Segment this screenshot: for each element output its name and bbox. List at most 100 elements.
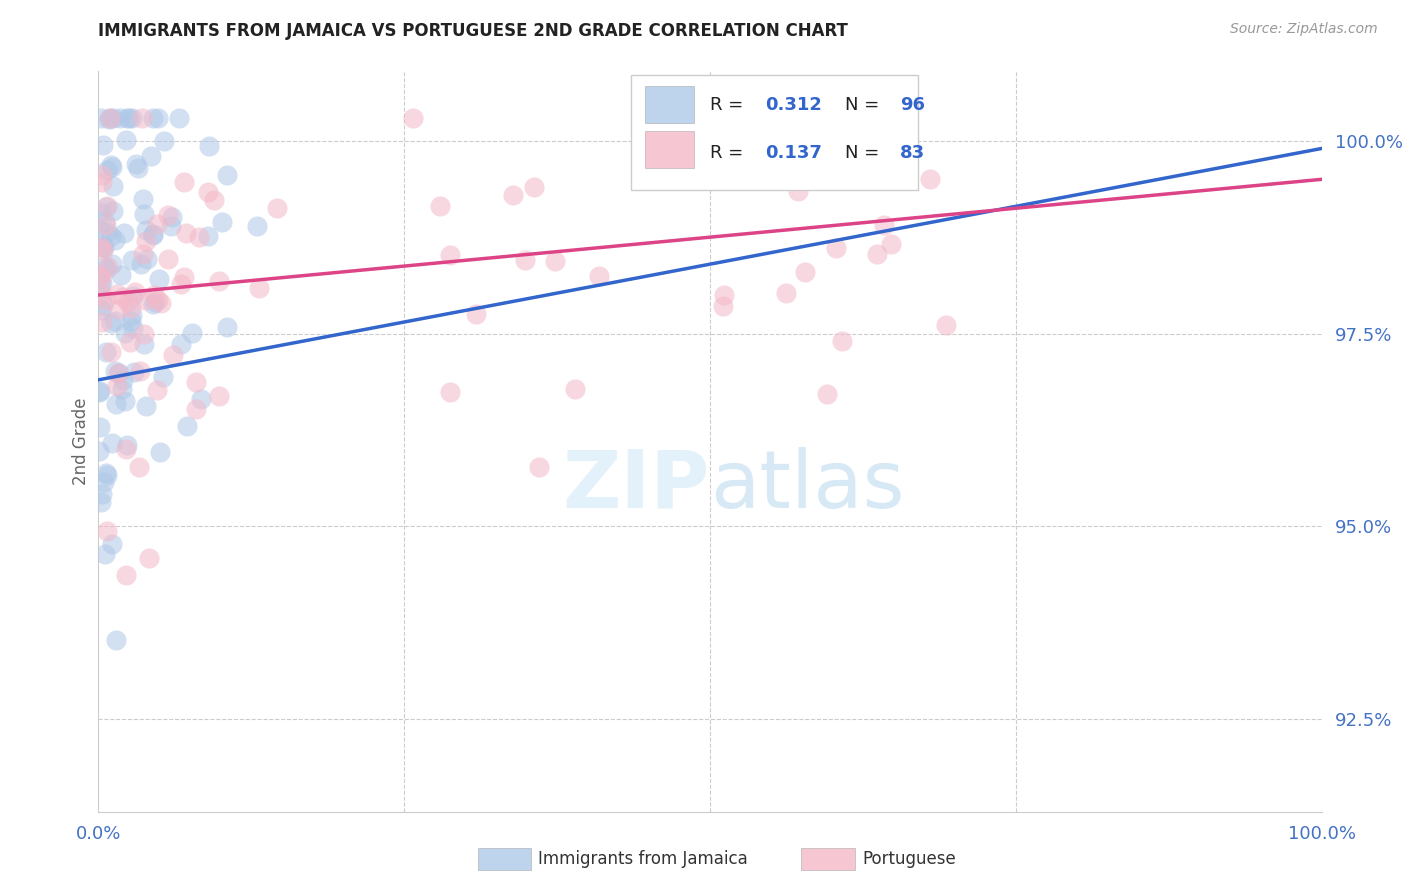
Point <box>91 315 114 329</box>
Point <box>105 397 128 411</box>
Point <box>149 445 172 459</box>
Point <box>90 288 112 302</box>
Point <box>211 215 233 229</box>
Point <box>91 243 114 257</box>
FancyBboxPatch shape <box>645 87 695 123</box>
Point <box>544 253 567 268</box>
Point <box>100 157 122 171</box>
Point <box>98 112 121 126</box>
Point <box>117 111 139 125</box>
Point <box>170 336 193 351</box>
Point <box>90 206 112 220</box>
Point <box>146 293 169 307</box>
Point <box>141 297 163 311</box>
Point <box>135 252 157 266</box>
Point <box>122 366 145 380</box>
Point <box>91 276 114 290</box>
Point <box>831 334 853 349</box>
Y-axis label: 2nd Grade: 2nd Grade <box>72 398 90 485</box>
Point <box>122 321 145 335</box>
Point <box>93 475 115 489</box>
Point <box>138 551 160 566</box>
Point <box>880 237 903 252</box>
Point <box>515 253 537 268</box>
Point <box>129 257 152 271</box>
Point <box>146 383 169 397</box>
Text: 96: 96 <box>900 95 925 113</box>
Text: Source: ZipAtlas.com: Source: ZipAtlas.com <box>1230 22 1378 37</box>
Point <box>143 288 166 302</box>
Point <box>564 382 586 396</box>
Point <box>132 192 155 206</box>
Point <box>107 366 129 380</box>
Point <box>100 229 122 244</box>
Point <box>117 294 139 309</box>
Point <box>128 460 150 475</box>
Point <box>104 314 127 328</box>
Point <box>120 314 142 328</box>
Point <box>127 161 149 176</box>
Point <box>160 210 183 224</box>
Point <box>190 392 212 406</box>
Point <box>98 111 121 125</box>
Point <box>523 180 546 194</box>
Point <box>107 379 129 393</box>
Point <box>94 215 117 229</box>
Point <box>131 247 153 261</box>
Point <box>918 172 941 186</box>
Point <box>215 169 238 183</box>
Point <box>96 524 118 539</box>
Point <box>588 268 610 283</box>
Point <box>711 299 734 313</box>
Point <box>429 199 451 213</box>
Point <box>120 301 142 316</box>
Text: R =: R = <box>710 144 749 161</box>
Point <box>101 204 124 219</box>
Point <box>94 466 117 480</box>
Point <box>114 133 136 147</box>
Point <box>90 495 112 509</box>
Point <box>873 218 896 232</box>
Point <box>91 175 114 189</box>
Point <box>90 272 112 286</box>
Point <box>132 336 155 351</box>
Point <box>529 459 551 474</box>
Point <box>208 274 231 288</box>
Point <box>121 289 143 303</box>
Point <box>90 240 112 254</box>
Point <box>187 230 209 244</box>
Point <box>176 419 198 434</box>
Point <box>170 277 193 292</box>
Point <box>935 318 957 332</box>
Point <box>96 226 118 240</box>
Point <box>93 259 115 273</box>
Point <box>118 111 141 125</box>
Point <box>104 633 127 648</box>
Point <box>100 344 122 359</box>
Point <box>132 327 155 342</box>
Point <box>160 219 183 233</box>
Point <box>90 487 112 501</box>
Point <box>202 193 225 207</box>
Point <box>96 218 118 232</box>
Point <box>91 239 114 253</box>
Point <box>96 467 118 482</box>
Text: Immigrants from Jamaica: Immigrants from Jamaica <box>538 850 748 868</box>
Point <box>114 442 136 457</box>
Point <box>162 348 184 362</box>
Point <box>94 200 117 214</box>
Point <box>215 319 238 334</box>
Point <box>866 247 889 261</box>
Text: 83: 83 <box>900 144 925 161</box>
Point <box>135 400 157 414</box>
Point <box>101 111 124 125</box>
Point <box>87 444 110 458</box>
Point <box>502 188 524 202</box>
Point <box>765 111 787 125</box>
Point <box>124 157 146 171</box>
Point <box>131 111 153 125</box>
Point <box>129 364 152 378</box>
Point <box>105 287 128 301</box>
Point <box>465 307 488 321</box>
Point <box>91 298 114 312</box>
